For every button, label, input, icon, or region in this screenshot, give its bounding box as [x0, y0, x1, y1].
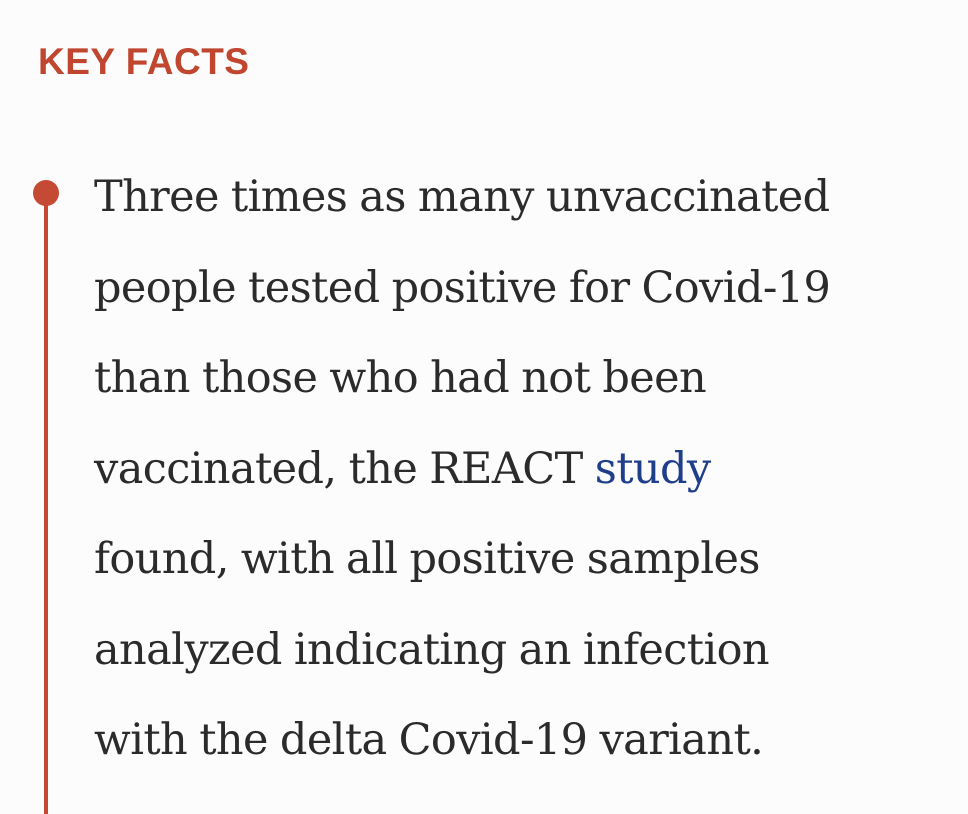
key-fact-paragraph: Three times as many unvaccinated people … — [94, 152, 954, 786]
fact-line-2: people tested positive for Covid-19 — [94, 262, 831, 313]
study-link[interactable]: study — [594, 443, 711, 494]
fact-line-4: vaccinated, the REACT study — [94, 424, 954, 515]
fact-line-6: analyzed indicating an infection — [94, 624, 770, 675]
fact-line-4-text: vaccinated, the REACT — [94, 443, 595, 494]
timeline-line — [44, 192, 48, 814]
bullet-dot-icon — [33, 180, 59, 206]
fact-line-1: Three times as many unvaccinated — [94, 172, 830, 222]
fact-line-7: with the delta Covid-19 variant. — [94, 715, 764, 765]
fact-line-5: found, with all positive samples — [94, 534, 760, 584]
fact-line-3: than those who had not been — [94, 353, 707, 403]
key-facts-heading: KEY FACTS — [38, 41, 250, 82]
